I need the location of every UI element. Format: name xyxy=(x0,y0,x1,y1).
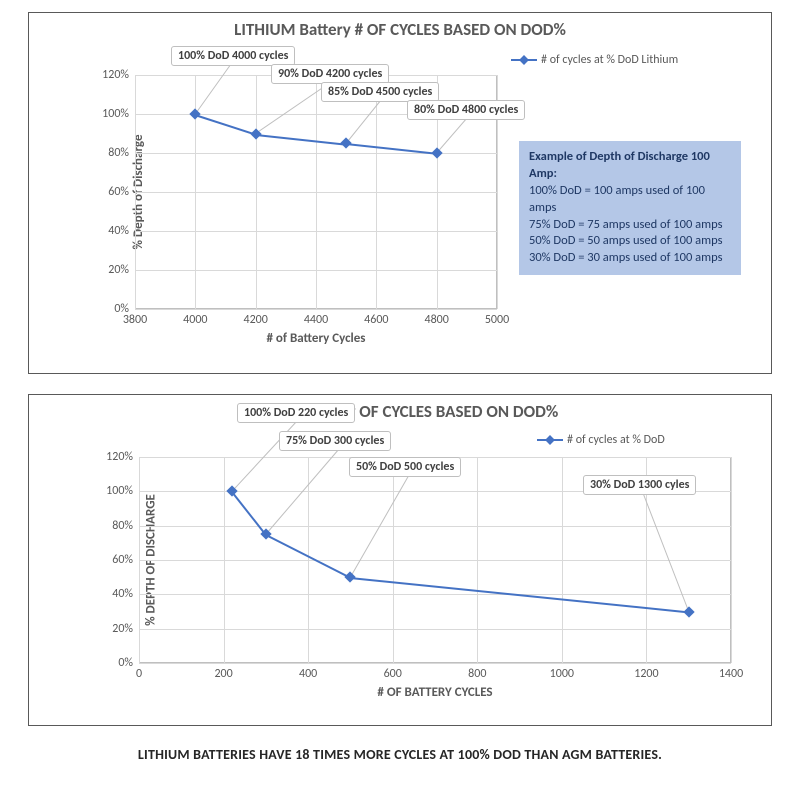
x-tick: 5000 xyxy=(485,309,509,327)
x-tick: 4200 xyxy=(243,309,267,327)
agm-chart-panel: AGM BATTERY # OF CYCLES BASED ON DOD% % … xyxy=(28,394,772,726)
x-tick: 1000 xyxy=(550,663,574,681)
x-tick: 3800 xyxy=(123,309,147,327)
lithium-x-axis-label: # of Battery Cycles xyxy=(267,331,366,346)
infobox-line: 100% DoD = 100 amps used of 100 amps xyxy=(529,183,731,217)
dod-example-infobox: Example of Depth of Discharge 100 Amp: 1… xyxy=(519,141,741,275)
x-tick: 0 xyxy=(136,663,142,681)
infobox-body: 100% DoD = 100 amps used of 100 amps75% … xyxy=(529,183,731,267)
data-callout: 90% DoD 4200 cycles xyxy=(271,64,389,84)
agm-x-axis-label: # OF BATTERY CYCLES xyxy=(377,685,492,700)
infobox-line: 75% DoD = 75 amps used of 100 amps xyxy=(529,217,731,234)
legend-line-icon xyxy=(511,59,537,61)
y-tick: 120% xyxy=(102,68,135,82)
y-tick: 80% xyxy=(112,519,139,533)
y-tick: 120% xyxy=(106,450,139,464)
infobox-line: 50% DoD = 50 amps used of 100 amps xyxy=(529,233,731,250)
x-tick: 600 xyxy=(384,663,402,681)
data-callout: 100% DoD 4000 cycles xyxy=(171,46,295,66)
legend-line-icon xyxy=(537,439,563,441)
x-tick: 4800 xyxy=(424,309,448,327)
y-tick: 100% xyxy=(106,484,139,498)
data-callout: 50% DoD 500 cycles xyxy=(349,457,461,477)
lithium-chart-panel: LITHIUM Battery # OF CYCLES BASED ON DOD… xyxy=(28,12,772,374)
y-tick: 20% xyxy=(112,622,139,636)
agm-legend: # of cycles at % DoD xyxy=(537,433,665,447)
x-tick: 200 xyxy=(214,663,232,681)
data-callout: 80% DoD 4800 cycles xyxy=(407,100,525,120)
infobox-line: 30% DoD = 30 amps used of 100 amps xyxy=(529,250,731,267)
agm-legend-text: # of cycles at % DoD xyxy=(567,433,665,447)
lithium-legend: # of cycles at % DoD Lithium xyxy=(511,53,678,67)
x-tick: 4000 xyxy=(183,309,207,327)
data-callout: 85% DoD 4500 cycles xyxy=(321,82,439,102)
x-tick: 1200 xyxy=(634,663,658,681)
y-tick: 40% xyxy=(108,224,135,238)
agm-chart-title: AGM BATTERY # OF CYCLES BASED ON DOD% xyxy=(29,395,771,424)
comparison-footer-text: LITHIUM BATTERIES HAVE 18 TIMES MORE CYC… xyxy=(28,746,772,763)
x-tick: 400 xyxy=(299,663,317,681)
x-tick: 1400 xyxy=(719,663,743,681)
data-callout: 100% DoD 220 cycles xyxy=(237,403,355,423)
x-tick: 4600 xyxy=(364,309,388,327)
y-tick: 20% xyxy=(108,263,135,277)
x-tick: 800 xyxy=(468,663,486,681)
y-tick: 40% xyxy=(112,587,139,601)
y-tick: 60% xyxy=(108,185,135,199)
infobox-title: Example of Depth of Discharge 100 Amp: xyxy=(529,149,731,183)
lithium-chart-title: LITHIUM Battery # OF CYCLES BASED ON DOD… xyxy=(29,13,771,42)
data-callout: 75% DoD 300 cycles xyxy=(279,431,391,451)
y-tick: 80% xyxy=(108,146,135,160)
x-tick: 4400 xyxy=(304,309,328,327)
y-tick: 60% xyxy=(112,553,139,567)
data-callout: 30% DoD 1300 cyles xyxy=(583,475,696,495)
lithium-legend-text: # of cycles at % DoD Lithium xyxy=(541,53,678,67)
y-tick: 100% xyxy=(102,107,135,121)
